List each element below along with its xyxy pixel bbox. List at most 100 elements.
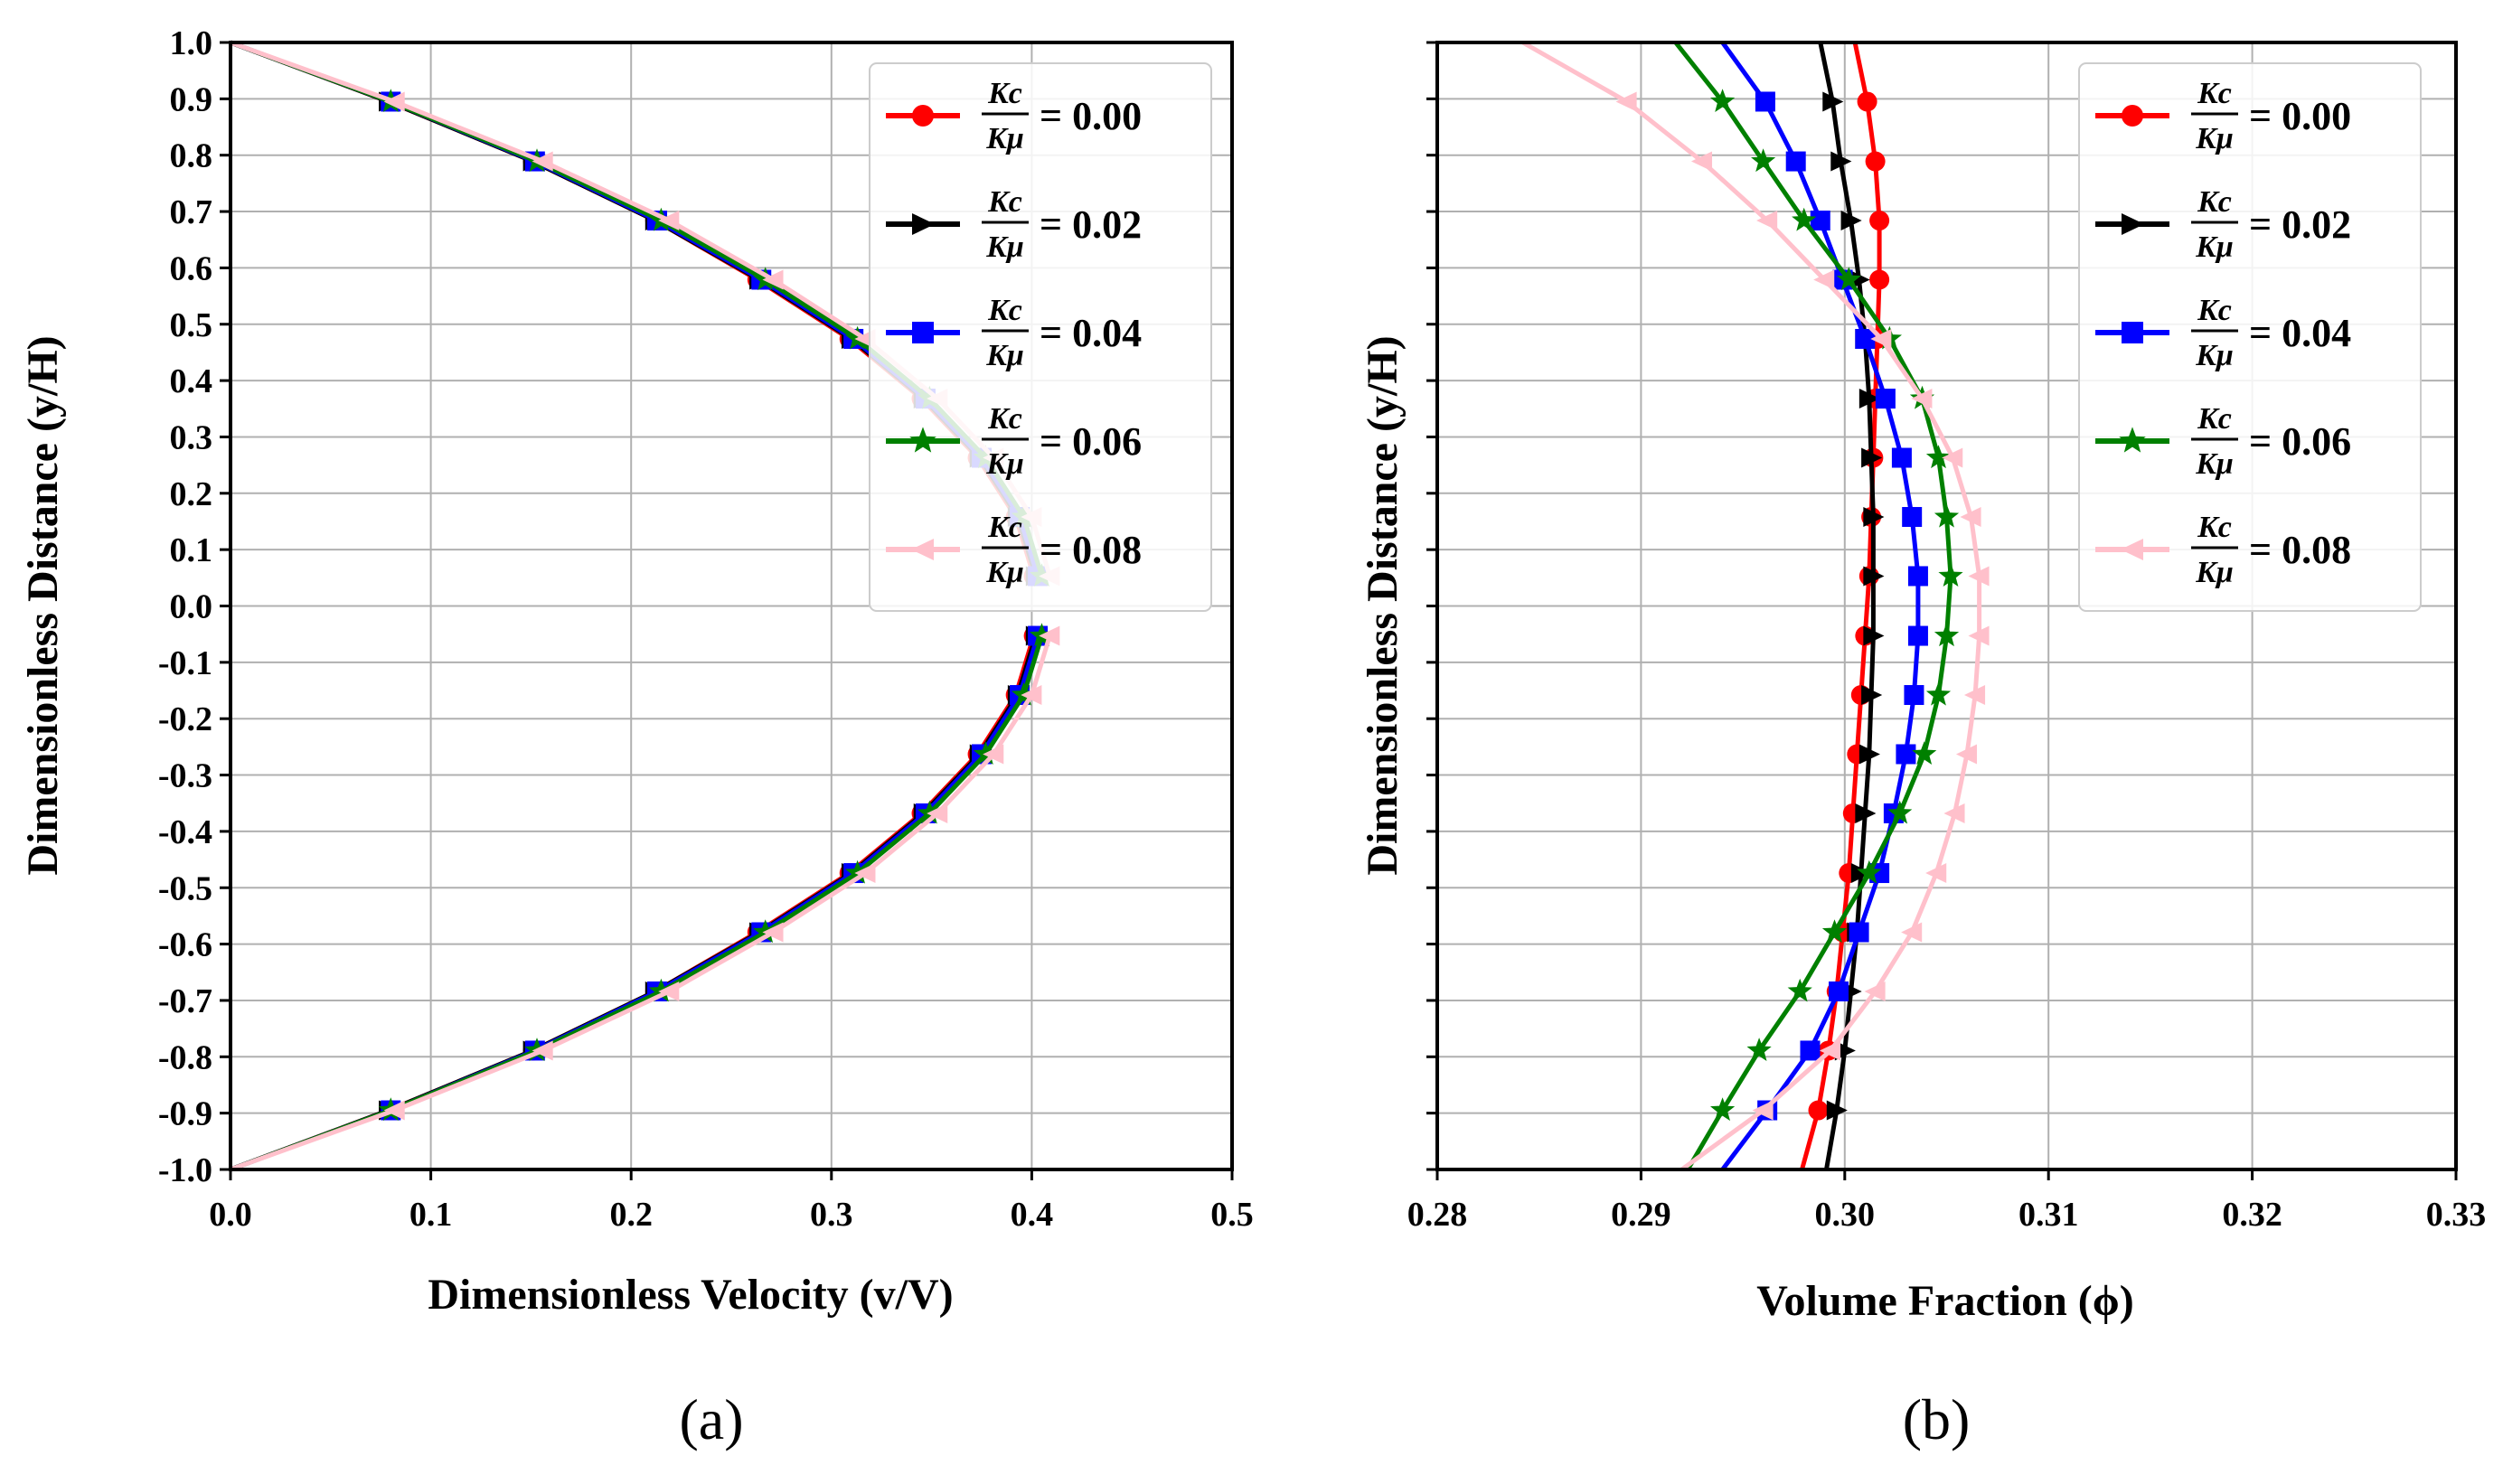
panel-b-data-point [1855, 803, 1877, 823]
panel-b-data-point [1858, 389, 1880, 409]
panel-a-legend-marker [912, 322, 934, 343]
panel-a-data-point [927, 803, 948, 823]
panel-b-data-point [1968, 566, 1990, 587]
panel-a-legend-value: = 0.04 [1040, 311, 1142, 355]
panel-b-legend-denominator: Kμ [2195, 447, 2234, 481]
panel-a-y-tick-label: -0.6 [158, 926, 212, 964]
panel-a-y-tick-label: 0.8 [170, 137, 213, 175]
panel-a-legend-denominator: Kμ [985, 447, 1024, 481]
panel-b-data-point [1968, 625, 1990, 646]
panel-b-x-tick-label: 0.31 [2018, 1196, 2079, 1234]
panel-a-y-tick-label: -0.1 [158, 644, 212, 682]
panel-b-legend-item: Kc Kμ = 0.02 [2095, 185, 2351, 264]
panel-a-legend-denominator: Kμ [985, 230, 1024, 264]
panel-a-data-point [854, 863, 876, 884]
panel-a-legend-numerator: Kc [987, 185, 1022, 219]
panel-a-legend-denominator: Kμ [985, 122, 1024, 155]
panel-b-data-point [1752, 1100, 1774, 1121]
panel-a-legend-item: Kc Kμ = 0.08 [886, 511, 1142, 589]
panel-a-legend-value: = 0.00 [1040, 94, 1142, 138]
panel-b-data-point [1911, 389, 1933, 409]
panel-b-data-point [1896, 744, 1916, 765]
panel-b-data-point [1808, 1100, 1829, 1121]
panel-b-data-point [1943, 803, 1965, 823]
panel-a-data-point [658, 211, 680, 231]
panel-b-data-point [1934, 503, 1960, 528]
panel-a-legend-item: Kc Kμ = 0.06 [886, 402, 1142, 481]
panel-b-data-point [1615, 91, 1637, 112]
panel-a-x-tick-label: 0.2 [609, 1196, 653, 1234]
panel-b-data-point [1690, 151, 1713, 172]
panel-a-legend-numerator: Kc [987, 294, 1022, 327]
panel-b-data-point [1850, 863, 1872, 884]
panel-a-legend-denominator: Kμ [985, 556, 1024, 589]
panel-b-data-point [1849, 922, 1869, 943]
panel-a-data-point [383, 1100, 405, 1121]
panel-a-legend-item: Kc Kμ = 0.02 [886, 185, 1142, 264]
panel-a-data-point [532, 1040, 553, 1061]
panel-a-legend-marker [912, 213, 936, 235]
panel-b-data-point [1787, 978, 1812, 1002]
panel-b-x-tick-label: 0.30 [1815, 1196, 1876, 1234]
panel-b-legend-marker [2119, 427, 2146, 453]
panel-a-y-tick-label: 0.2 [170, 475, 213, 513]
panel-b-data-point [1710, 89, 1736, 112]
panel-b-data-point [1755, 91, 1775, 112]
panel-b-data-point [1907, 566, 1928, 587]
panel-b-data-point [1836, 267, 1861, 291]
panel-a-y-axis-label: Dimensionless Distance (y/H) [19, 335, 67, 875]
panel-a-y-tick-label: 0.5 [170, 306, 213, 344]
panel-b-series-0.08 [1521, 40, 1990, 1172]
panel-b-legend-numerator: Kc [2197, 511, 2232, 544]
panel-a-x-tick-label: 0.1 [409, 1196, 453, 1234]
panel-b-legend-marker [2122, 322, 2143, 343]
panel-b-legend-value: = 0.06 [2249, 419, 2351, 464]
panel-a-velocity-chart: 1.0 0.9 0.8 0.7 0.6 0.5 0.4 0.3 0.2 0.1 0.0 -0.1 -0.… [19, 24, 1254, 1451]
panel-a-y-tick-label: -0.8 [158, 1038, 212, 1076]
panel-a-data-point [1021, 685, 1042, 706]
panel-b-data-point [1938, 563, 1963, 587]
panel-a-y-tick-label: 1.0 [170, 24, 213, 62]
panel-b-series-line [1818, 42, 1876, 1170]
panel-b-data-point [1942, 447, 1963, 468]
panel-b-x-axis-label: Volume Fraction (ϕ) [1756, 1277, 2133, 1325]
panel-b-legend-value: = 0.08 [2249, 528, 2351, 572]
panel-b-data-point [1800, 1040, 1821, 1061]
panel-b-data-point [1925, 863, 1947, 884]
panel-a-curves [230, 40, 1060, 1172]
panel-b-data-point [1925, 445, 1952, 469]
panel-b-data-point [1912, 741, 1937, 765]
panel-b-legend-item: Kc Kμ = 0.08 [2095, 511, 2351, 589]
panel-b-x-tick-label: 0.29 [1611, 1196, 1671, 1234]
panel-a-legend-marker [910, 539, 934, 560]
panel-a-x-tick-label: 0.3 [810, 1196, 853, 1234]
panel-a-data-point [762, 269, 784, 290]
panel-b-x-tick-label: 0.28 [1407, 1196, 1468, 1234]
panel-b-x-tick-label: 0.32 [2222, 1196, 2282, 1234]
panel-b-data-point [1792, 207, 1817, 231]
panel-b-data-point [1925, 681, 1952, 706]
panel-b-data-point [1861, 447, 1883, 468]
panel-a-x-axis-label: Dimensionless Velocity (v/V) [428, 1271, 953, 1319]
panel-b-data-point [1902, 506, 1923, 527]
panel-b-data-point [1904, 685, 1924, 706]
panel-a-data-point [658, 981, 680, 1001]
panel-a-data-point [1039, 625, 1060, 646]
panel-b-data-point [1863, 625, 1885, 646]
panel-a-y-tick-label: -0.2 [158, 700, 212, 738]
panel-a-legend-numerator: Kc [987, 511, 1022, 544]
panel-b-data-point [1826, 1100, 1848, 1121]
panel-a-legend-marker [912, 105, 934, 127]
panel-a-y-tick-label: 0.4 [170, 362, 213, 400]
panel-a-x-tick-label: 0.0 [209, 1196, 252, 1234]
panel-b-data-point [1901, 922, 1923, 943]
panel-b-data-point [1821, 919, 1848, 944]
panel-b-legend-denominator: Kμ [2195, 339, 2234, 372]
panel-b-legend-denominator: Kμ [2195, 556, 2234, 589]
panel-b-data-point [1810, 211, 1830, 231]
panel-b-data-point [1857, 91, 1877, 112]
panel-a-legend-box [869, 62, 1212, 612]
panel-b-data-point [1829, 981, 1849, 1001]
panel-a-legend-item: Kc Kμ = 0.00 [886, 77, 1142, 155]
panel-a-data-point [983, 744, 1004, 765]
